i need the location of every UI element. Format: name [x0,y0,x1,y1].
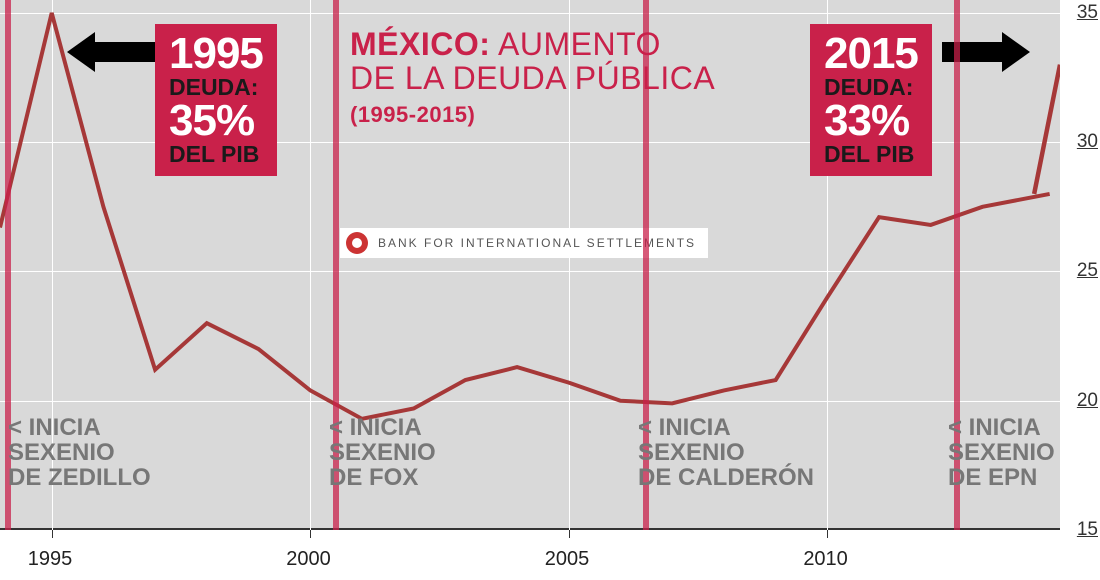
x-tick-label: 2000 [286,548,331,571]
bis-logo-icon [346,232,368,254]
callout-year: 1995 [169,32,263,76]
x-tick-label: 2005 [545,548,590,571]
callout-1995: 1995 DEUDA: 35% DEL PIB [155,24,277,176]
sexenio-label: < INICIASEXENIODE ZEDILLO [8,415,151,491]
sexenio-label: < INICIASEXENIODE CALDERÓN [638,415,814,491]
x-tick [569,530,570,538]
source-badge: BANK FOR INTERNATIONAL SETTLEMENTS [340,228,708,258]
title-rest2: DE LA DEUDA PÚBLICA [350,60,715,96]
y-tick-label: 35 [1077,2,1098,24]
callout-percent: 33% [824,99,918,143]
title-rest1: AUMENTO [490,26,661,62]
x-tick [52,530,53,538]
title-bold: MÉXICO: [350,26,490,62]
gridline-h [0,530,1060,531]
arrow-left-icon [67,30,157,74]
y-tick-label: 25 [1077,260,1098,282]
callout-pib-label: DEL PIB [824,143,918,166]
y-tick-label: 30 [1077,131,1098,153]
y-tick-label: 15 [1077,519,1098,541]
callout-2015: 2015 DEUDA: 33% DEL PIB [810,24,932,176]
x-tick [310,530,311,538]
x-tick [827,530,828,538]
callout-year: 2015 [824,32,918,76]
title-years: (1995-2015) [350,102,475,127]
sexenio-label: < INICIASEXENIODE EPN [948,415,1055,491]
x-tick-label: 2010 [803,548,848,571]
callout-pib-label: DEL PIB [169,143,263,166]
chart-title: MÉXICO: AUMENTO DE LA DEUDA PÚBLICA (199… [350,28,715,129]
y-tick-label: 20 [1077,390,1098,412]
callout-percent: 35% [169,99,263,143]
x-tick-label: 1995 [28,548,73,571]
sexenio-label: < INICIASEXENIODE FOX [329,415,436,491]
